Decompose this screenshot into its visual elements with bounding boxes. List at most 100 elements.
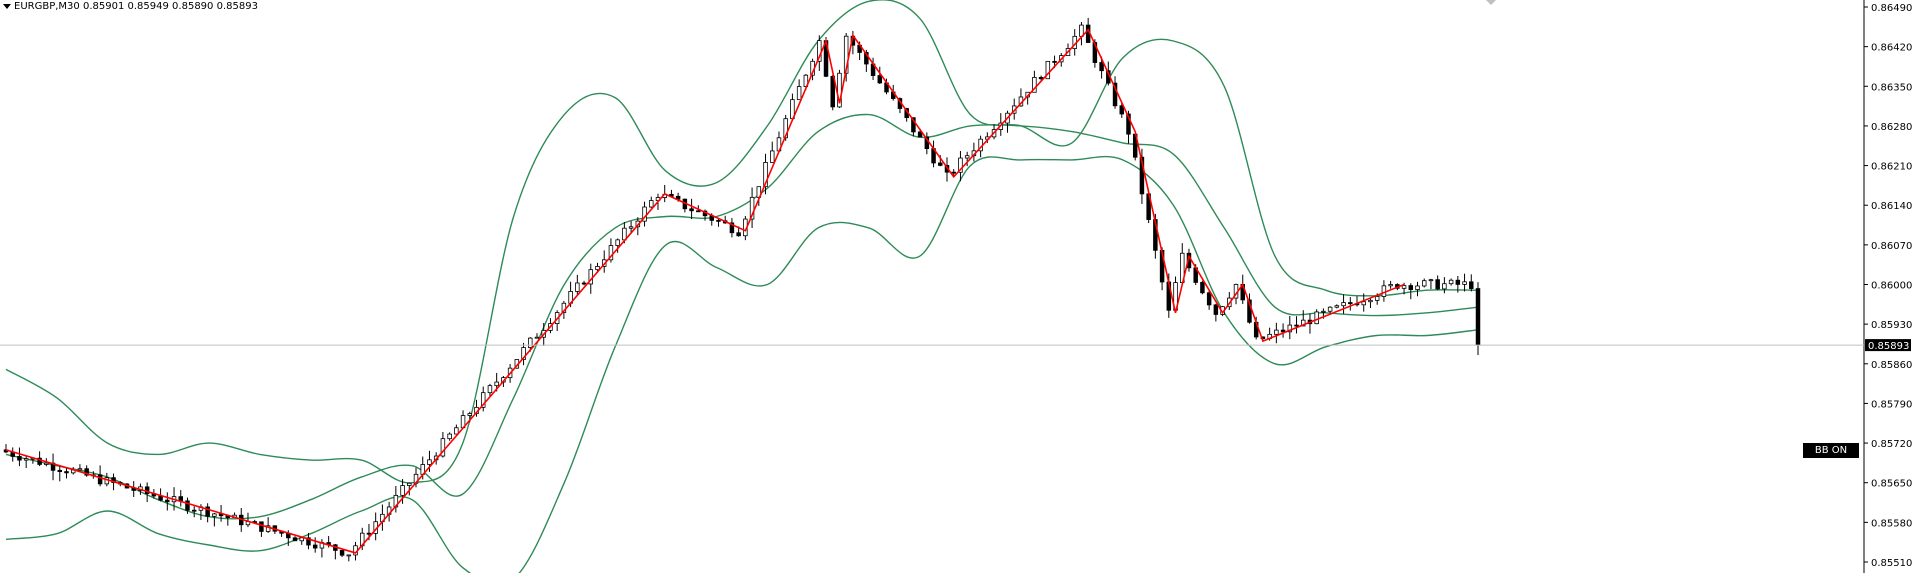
candle-body [64, 471, 69, 474]
price-tick-label: 0.86280 [1871, 122, 1912, 133]
candle-body [494, 381, 499, 387]
candle-body [1401, 285, 1407, 289]
candle-body [763, 162, 768, 188]
candle-body [407, 482, 412, 486]
price-tick-label: 0.85860 [1871, 360, 1912, 371]
price-tick-label: 0.85580 [1871, 518, 1912, 529]
candle-body [675, 195, 681, 200]
candle-body [1448, 279, 1454, 285]
candle-body [1294, 324, 1299, 327]
bb-upper-line [5, 0, 1479, 484]
candle-body [1119, 105, 1125, 115]
candle-body [958, 157, 963, 173]
candle-body [689, 208, 694, 212]
price-tick-label: 0.85790 [1871, 399, 1912, 410]
price-tick-label: 0.86350 [1871, 82, 1912, 93]
candle-body [749, 196, 755, 220]
price-tick-label: 0.86420 [1871, 43, 1912, 54]
bb-middle-line [5, 113, 1479, 520]
candle-body [77, 468, 83, 471]
candle-body [1374, 296, 1380, 301]
candle-body [44, 462, 49, 465]
candle-body [1206, 292, 1212, 306]
candle-body [1274, 329, 1279, 335]
candle-body [467, 413, 473, 416]
candle-body [595, 266, 600, 271]
candle-body [1200, 282, 1205, 294]
candle-body [97, 474, 103, 485]
ohlc-high: 0.85949 [127, 1, 169, 12]
candle-body [1415, 285, 1420, 290]
price-tick-label: 0.85650 [1871, 479, 1912, 490]
candle-body [877, 75, 883, 84]
candle-body [1327, 306, 1333, 312]
candle-body [917, 131, 923, 138]
zigzag-line [5, 28, 1405, 554]
candle-body [205, 506, 210, 517]
candle-body [427, 459, 432, 465]
candle-body [346, 554, 352, 557]
candle-body [400, 485, 405, 496]
candle-body [1314, 311, 1319, 325]
current-price-label: 0.85893 [1868, 341, 1909, 352]
candle-body [736, 232, 741, 237]
candle-body [339, 550, 345, 556]
ohlc-close: 0.85893 [216, 1, 258, 12]
collapse-triangle-icon[interactable] [3, 3, 11, 9]
candle-body [366, 532, 372, 535]
candle-body [938, 162, 943, 166]
candle-body [454, 427, 459, 435]
scroll-marker-icon[interactable] [1486, 0, 1496, 5]
candle-body [1280, 329, 1286, 333]
candle-body [17, 456, 22, 461]
price-tick-label: 0.85510 [1871, 558, 1912, 569]
candle-body [1388, 284, 1393, 287]
candle-body [480, 392, 486, 408]
candle-body [1099, 62, 1104, 72]
candle-body [57, 469, 63, 472]
price-tick-label: 0.86140 [1871, 201, 1912, 212]
price-tick-label: 0.85930 [1871, 320, 1912, 331]
candle-body [1442, 283, 1447, 290]
candle-body [528, 337, 533, 348]
candle-body [265, 525, 271, 532]
candle-body [1126, 113, 1131, 135]
candle-body [1334, 305, 1340, 308]
price-tick-label: 0.86000 [1871, 281, 1912, 292]
current-price-line: 0.85893 [0, 339, 1911, 352]
zigzag [5, 28, 1405, 554]
price-axis: 0.86490 0.86420 0.86350 0.86280 0.86210 0.861… [1864, 3, 1912, 569]
candle-body [1368, 299, 1373, 303]
candle-body [575, 282, 580, 292]
candle-body [1321, 310, 1326, 313]
candle-body [951, 171, 956, 174]
candle-body [23, 458, 29, 461]
candle-body [581, 282, 587, 285]
candle-body [191, 509, 197, 512]
candle-body [1381, 285, 1387, 297]
candle-body [521, 347, 526, 360]
ohlc-low: 0.85890 [172, 1, 214, 12]
plot-background [0, 0, 1864, 573]
candle-body [1348, 302, 1353, 305]
candle-body [1455, 279, 1461, 285]
candle-body [716, 219, 721, 222]
price-tick-label: 0.86210 [1871, 162, 1912, 173]
candle-body [615, 239, 620, 246]
bb-on-badge[interactable]: BB ON [1803, 443, 1859, 458]
candle-body [649, 200, 654, 208]
candle-body [306, 537, 311, 546]
candle-body [1469, 281, 1474, 289]
candle-body [165, 499, 170, 503]
candle-body [1287, 324, 1293, 333]
candle-body [911, 117, 916, 133]
price-tick-label: 0.86070 [1871, 241, 1912, 252]
candle-body [1038, 77, 1044, 80]
price-tick-label: 0.85720 [1871, 439, 1912, 450]
current-price-box [1865, 339, 1911, 352]
candle-body [1421, 280, 1427, 287]
candle-body [37, 457, 42, 465]
candle-body [292, 537, 298, 542]
